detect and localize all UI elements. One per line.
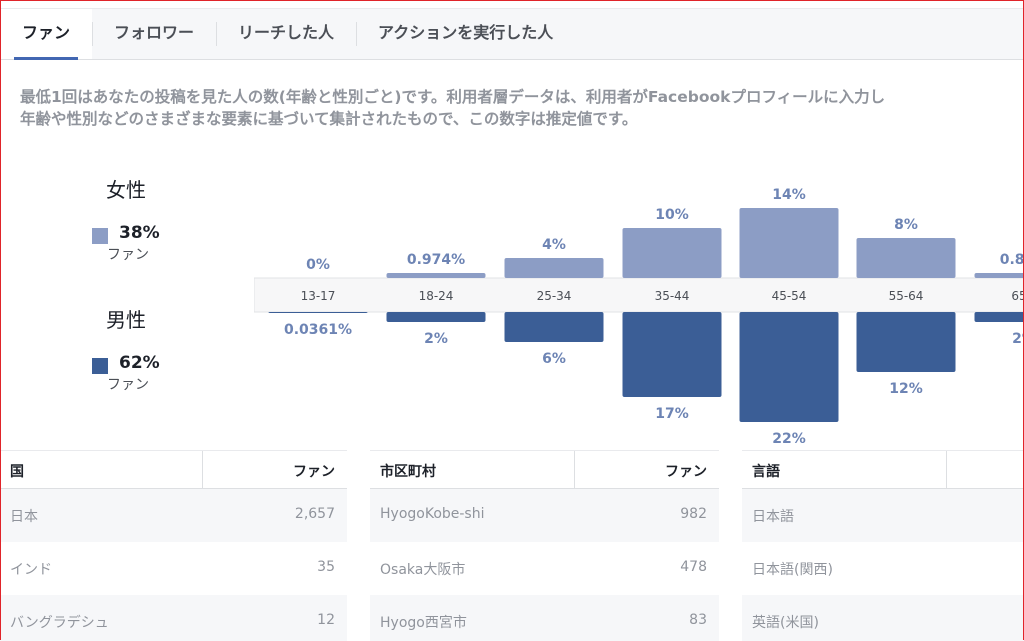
female-value-label: 0% [306, 257, 330, 273]
city-fans: 478 [680, 559, 707, 575]
female-bar-55-64 [856, 238, 956, 278]
country-fans: 35 [317, 559, 335, 575]
female-value-label: 4% [542, 237, 566, 253]
legend-female-pct: 38% [119, 223, 160, 243]
column-divider [202, 451, 203, 488]
legend-male-pct: 62% [119, 353, 160, 373]
female-value-label: 0.86% [1000, 252, 1024, 268]
female-bar-65+ [974, 273, 1024, 278]
description-line-1: 最低1回はあなたの投稿を見た人の数(年齢と性別ごと)です。利用者層データは、利用… [20, 88, 886, 106]
legend-female-unit: ファン [107, 247, 149, 263]
table-row: 日本 2,657 [0, 489, 347, 542]
city-fans-column-header[interactable]: ファン [665, 464, 707, 480]
table-row: 日本語(関西) [742, 542, 1024, 595]
table-row: HyogoKobe-shi 982 [370, 489, 719, 542]
age-axis-strip [253, 277, 1024, 313]
male-bar-55-64 [856, 312, 956, 372]
country-fans: 12 [317, 612, 335, 628]
country-name: バングラデシュ [10, 615, 109, 631]
female-value-label: 14% [772, 187, 806, 203]
female-value-label: 8% [894, 217, 918, 233]
description-line-2: 年齢や性別などのさまざまな要素に基づいて集計されたもので、この数字は推定値です。 [20, 110, 638, 128]
legend-female-title: 女性 [106, 178, 146, 202]
male-value-label: 2% [1012, 331, 1024, 347]
city-fans: 982 [680, 506, 707, 522]
age-tick-label: 25-34 [537, 289, 572, 303]
age-tick-label: 13-17 [301, 289, 336, 303]
country-table-header: 国 ファン [0, 450, 347, 489]
country-name: 日本 [10, 509, 38, 525]
age-gender-chart-svg: 0% 0.0361% 13-17 0.974% 2% 18-24 4% 6% 25-34 10% 1… [253, 187, 1024, 447]
language-name: 英語(米国) [752, 615, 819, 631]
table-row: バングラデシュ 12 [0, 595, 347, 641]
age-tick-label: 65+ [1011, 289, 1024, 303]
city-name: HyogoKobe-shi [380, 506, 485, 522]
city-name: Hyogo西宮市 [380, 615, 467, 631]
age-gender-chart: 0% 0.0361% 13-17 0.974% 2% 18-24 4% 6% 25-34 10% 1… [253, 176, 1024, 450]
tab-followers[interactable]: フォロワー [92, 9, 216, 59]
audience-tabs: ファン フォロワー リーチした人 アクションを実行した人 [0, 9, 1024, 60]
female-bar-18-24 [386, 273, 486, 278]
language-table: 言語 日本語 日本語(関西) 英語(米国) [742, 450, 1024, 641]
language-name: 日本語 [752, 509, 794, 525]
language-name: 日本語(関西) [752, 562, 833, 578]
male-bar-25-34 [504, 312, 604, 342]
description: 最低1回はあなたの投稿を見た人の数(年齢と性別ごと)です。利用者層データは、利用… [20, 86, 1024, 130]
female-bar-25-34 [504, 258, 604, 278]
language-column-header[interactable]: 言語 [752, 464, 780, 480]
country-fans-column-header[interactable]: ファン [293, 464, 335, 480]
age-tick-label: 45-54 [772, 289, 807, 303]
city-fans: 83 [689, 612, 707, 628]
male-bar-13-17 [268, 312, 368, 313]
city-table: 市区町村 ファン HyogoKobe-shi 982 Osaka大阪市 478 … [370, 450, 719, 641]
city-table-header: 市区町村 ファン [370, 450, 719, 489]
country-column-header[interactable]: 国 [10, 464, 24, 480]
female-bar-45-54 [739, 208, 839, 278]
male-value-label: 22% [772, 431, 806, 447]
male-bar-35-44 [622, 312, 722, 397]
table-row: 日本語 [742, 489, 1024, 542]
female-value-label: 10% [655, 207, 689, 223]
legend-female-swatch [92, 228, 108, 244]
table-row: Osaka大阪市 478 [370, 542, 719, 595]
tab-engaged[interactable]: アクションを実行した人 [356, 9, 575, 59]
male-value-label: 6% [542, 351, 566, 367]
male-value-label: 0.0361% [284, 322, 352, 338]
male-bar-65+ [974, 312, 1024, 322]
tab-reached[interactable]: リーチした人 [216, 9, 356, 59]
female-bar-35-44 [622, 228, 722, 278]
male-bar-45-54 [739, 312, 839, 422]
country-fans: 2,657 [294, 506, 335, 522]
age-tick-label: 55-64 [889, 289, 924, 303]
male-value-label: 12% [889, 381, 923, 397]
country-table: 国 ファン 日本 2,657 インド 35 バングラデシュ 12 [0, 450, 347, 641]
tab-fans[interactable]: ファン [0, 9, 93, 60]
city-column-header[interactable]: 市区町村 [380, 464, 436, 480]
city-name: Osaka大阪市 [380, 562, 466, 578]
female-value-label: 0.974% [407, 252, 465, 268]
country-name: インド [10, 562, 52, 578]
column-divider [946, 451, 947, 488]
legend-male-title: 男性 [106, 308, 146, 332]
legend-male-unit: ファン [107, 377, 149, 393]
top-strip [0, 0, 1024, 9]
male-bar-18-24 [386, 312, 486, 322]
table-row: 英語(米国) [742, 595, 1024, 641]
column-divider [574, 451, 575, 488]
male-value-label: 17% [655, 406, 689, 422]
male-value-label: 2% [424, 331, 448, 347]
age-tick-label: 18-24 [419, 289, 454, 303]
age-tick-label: 35-44 [655, 289, 690, 303]
language-table-header: 言語 [742, 450, 1024, 489]
table-row: Hyogo西宮市 83 [370, 595, 719, 641]
table-row: インド 35 [0, 542, 347, 595]
legend-male-swatch [92, 358, 108, 374]
